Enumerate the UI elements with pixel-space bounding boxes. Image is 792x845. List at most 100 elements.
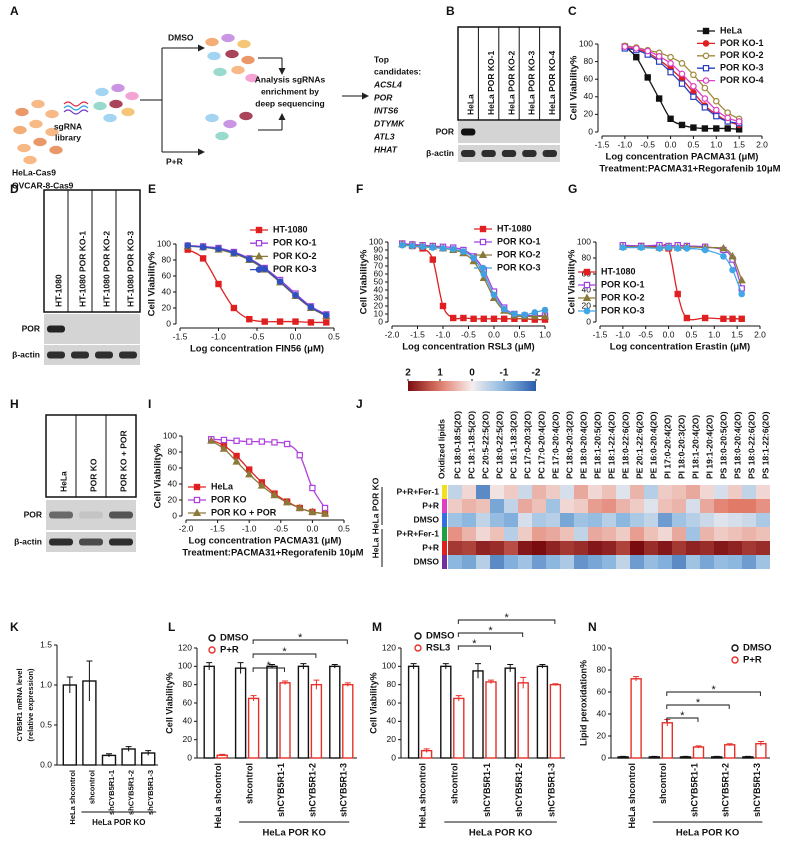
legend-marker [702,52,710,60]
y-tick-label: 0 [187,752,192,762]
legend-marker [414,644,422,652]
data-point [308,507,317,516]
legend-marker [702,27,710,35]
bar [485,681,497,759]
error-bar [507,664,514,672]
column-header: Oxidized lipids [436,419,446,479]
band [79,538,103,546]
fit-curve [622,243,742,321]
x-tick-label: -0.5 [640,139,655,149]
heat-cell [490,541,504,555]
group-label: HeLa POR KO [370,477,380,534]
cell-icon [30,99,46,109]
column-label: PS 18:1-22:6(2O) [760,411,770,479]
legend-label: POR KO-1 [720,38,764,48]
data-point [701,95,709,102]
data-point [292,291,299,299]
error-bar [145,750,152,756]
x-tick-label: -1.5 [410,329,425,339]
legend-marker [254,251,264,260]
legend-marker [582,293,592,301]
data-point [460,314,467,322]
column-label: PE 16:0-20:4(2O) [648,411,658,479]
heat-cell [630,513,644,527]
x-tick-label: 0.0 [488,329,500,339]
y-axis-label: CYB5R1 mRNA level [15,668,24,741]
x-tick-label: 2.0 [754,329,766,339]
heat-cell [518,541,532,555]
band [47,325,65,333]
heat-cell [574,527,588,541]
bar [630,678,642,759]
data-point [719,243,728,252]
bar [549,683,562,759]
legend-label: DMSO [743,643,772,654]
band [95,351,113,359]
label: HeLa-Cas9 [12,167,56,177]
data-point [678,121,686,129]
data-point [713,125,720,132]
error-bar [713,755,720,758]
data-point [283,440,291,448]
panel-letter: B [446,4,455,18]
blot-strip [458,121,560,143]
data-point [449,245,457,253]
cell-icon [12,125,28,135]
data-point [712,106,720,114]
legend-marker [702,40,710,47]
data-point [701,84,709,92]
legend-marker [479,225,487,233]
heat-cell [546,499,560,513]
heat-cell [560,541,574,555]
x-tick-label: -0.5 [273,523,288,533]
data-point [690,71,697,79]
heat-cell [714,527,728,541]
heat-cell [476,541,490,555]
label: Analysis sgRNAs [255,74,326,84]
y-tick-label: 80 [168,446,178,456]
data-point [490,291,498,299]
heat-cell [560,513,574,527]
error-bar [86,660,93,701]
band [109,511,133,519]
heat-cell [616,485,630,499]
heat-cell [700,485,714,499]
error-bar [633,676,640,681]
panel-letter: M [372,620,382,634]
bar [266,665,278,759]
heat-cell [560,485,574,499]
heat-cell [560,499,574,513]
error-bar [539,664,546,669]
y-tick-label: 100 [178,661,192,671]
data-point [701,104,709,111]
gene: ATL3 [373,131,395,141]
error-bar [66,676,73,693]
data-point [233,437,240,445]
data-point [219,444,229,452]
y-axis-label: Lipid peroxidation% [578,660,588,746]
error-bar [757,741,764,746]
y-tick-label: 40 [597,708,607,718]
legend-label: POR KO-2 [497,249,541,259]
heat-cell [686,513,700,527]
x-tick-label: shcontrol [87,770,96,804]
legend-label: POR KO [211,494,247,504]
heat-cell [448,485,462,499]
legend-label: POR KO-1 [601,279,645,289]
legend-label: P+R [220,645,239,656]
heat-cell [448,541,462,555]
heat-cell [504,499,518,513]
heat-cell [532,513,546,527]
x-tick-label: HeLa shcontrol [213,763,223,829]
error-bar [442,663,449,670]
legend-label: HT-1080 [497,223,532,233]
heat-cell [462,485,476,499]
gene: DTYMK [374,118,405,128]
y-tick-label: 20 [168,494,178,504]
data-point [720,253,727,260]
y-tick-label: 100 [157,238,171,248]
y-tick-label: 80 [183,679,193,689]
note: Treatment:PACMA31+Regorafenib 10μM [182,548,363,559]
band [522,150,537,157]
